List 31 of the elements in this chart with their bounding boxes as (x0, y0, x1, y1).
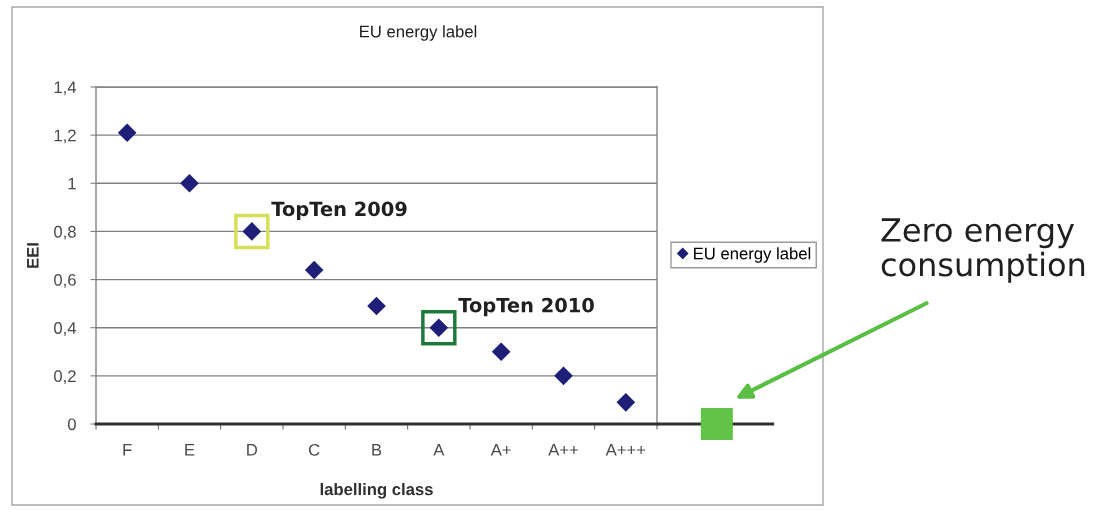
y-axis-title: EEI (27, 243, 39, 268)
y-tick-label: 0 (67, 418, 76, 431)
x-tick-label: A++ (548, 444, 578, 456)
chart-title: EU energy label (360, 25, 477, 41)
x-tick-label: A+ (490, 444, 511, 456)
y-tick-label: 1,2 (54, 129, 76, 144)
x-tick-label: E (185, 444, 195, 456)
y-tick-label: 0,4 (54, 322, 77, 336)
annotation: TopTen 2010 (458, 297, 594, 317)
x-axis-title: labelling class (320, 483, 433, 499)
text: Zero energy consumption (881, 218, 1085, 283)
point (554, 366, 573, 386)
y-tick-label: 0,6 (54, 273, 76, 288)
point (117, 123, 137, 143)
point (367, 296, 386, 316)
y-tick-label: 0,2 (54, 370, 76, 385)
point (180, 173, 199, 193)
x-tick-label: D (247, 444, 258, 456)
point (616, 393, 636, 412)
x-tick-label: C (308, 443, 320, 456)
y-tick-label: 1 (68, 177, 76, 190)
x-tick-label: A+++ (605, 444, 646, 456)
x-tick-label: F (123, 444, 132, 456)
annotation: TopTen 2009 (271, 201, 407, 220)
x-tick-label: B (372, 444, 382, 456)
x-tick-label: A (433, 444, 445, 456)
point (491, 342, 511, 362)
legend-label: EU energy label (694, 247, 811, 263)
point (304, 260, 324, 280)
y-tick-label: 0,8 (54, 225, 76, 240)
y-tick-label: 1,4 (54, 81, 77, 96)
